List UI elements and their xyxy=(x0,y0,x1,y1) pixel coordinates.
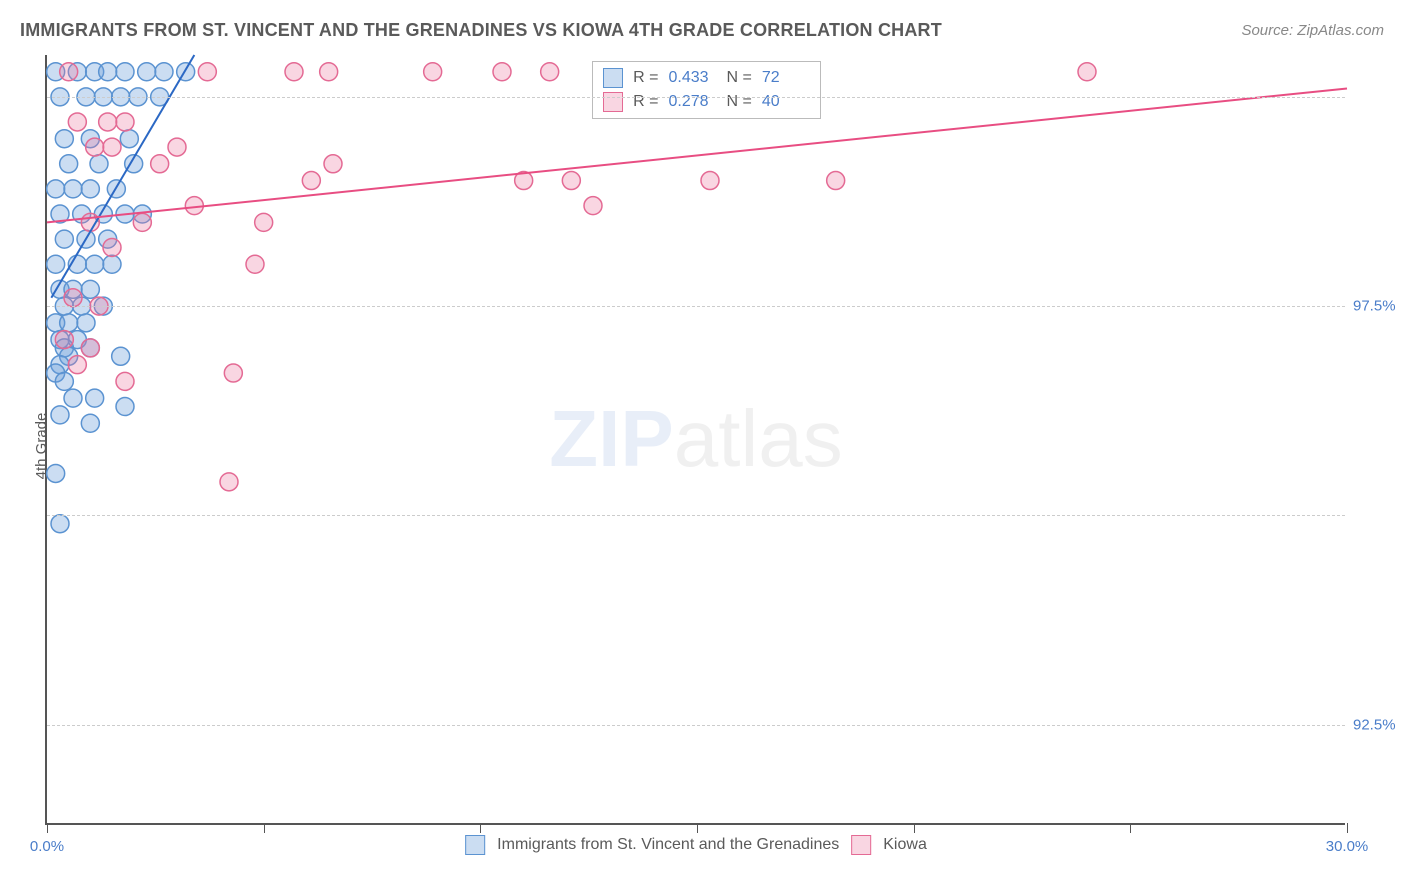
data-point xyxy=(86,389,104,407)
data-point xyxy=(51,515,69,533)
data-point xyxy=(64,180,82,198)
data-point xyxy=(584,197,602,215)
y-tick-label: 97.5% xyxy=(1353,298,1403,315)
data-point xyxy=(103,138,121,156)
legend-n-label: N = xyxy=(727,69,752,87)
y-tick-label: 92.5% xyxy=(1353,716,1403,733)
data-point xyxy=(68,113,86,131)
legend-series: Immigrants from St. Vincent and the Gren… xyxy=(465,835,927,855)
legend-r-value: 0.278 xyxy=(669,93,717,111)
data-point xyxy=(86,255,104,273)
data-point xyxy=(1078,63,1096,81)
data-point xyxy=(112,347,130,365)
legend-r-label: R = xyxy=(633,69,658,87)
data-point xyxy=(133,213,151,231)
data-point xyxy=(64,389,82,407)
gridline-h xyxy=(47,97,1345,98)
data-point xyxy=(198,63,216,81)
data-point xyxy=(55,130,73,148)
data-point xyxy=(99,113,117,131)
data-point xyxy=(77,314,95,332)
gridline-h xyxy=(47,306,1345,307)
x-tick xyxy=(914,823,915,833)
plot-area: ZIPatlas R =0.433N =72R =0.278N =40 Immi… xyxy=(45,55,1345,825)
legend-r-value: 0.433 xyxy=(669,69,717,87)
data-point xyxy=(562,172,580,190)
legend-stats-row: R = 0.433 N = 72 xyxy=(603,68,810,88)
legend-swatch xyxy=(603,92,623,112)
data-point xyxy=(68,356,86,374)
data-point xyxy=(116,398,134,416)
data-point xyxy=(103,239,121,257)
legend-n-value: 40 xyxy=(762,93,810,111)
data-point xyxy=(99,63,117,81)
data-point xyxy=(81,339,99,357)
legend-stats: R = 0.433 N = 72 R = 0.278 N = 40 xyxy=(592,61,821,119)
chart-title: IMMIGRANTS FROM ST. VINCENT AND THE GREN… xyxy=(20,20,942,41)
data-point xyxy=(168,138,186,156)
data-point xyxy=(827,172,845,190)
legend-stats-row: R = 0.278 N = 40 xyxy=(603,92,810,112)
x-tick xyxy=(480,823,481,833)
data-point xyxy=(81,414,99,432)
data-point xyxy=(64,289,82,307)
legend-n-value: 72 xyxy=(762,69,810,87)
data-point xyxy=(47,180,65,198)
data-point xyxy=(60,314,78,332)
data-point xyxy=(51,406,69,424)
data-point xyxy=(116,63,134,81)
data-point xyxy=(151,155,169,173)
data-point xyxy=(285,63,303,81)
data-point xyxy=(493,63,511,81)
data-point xyxy=(81,180,99,198)
data-point xyxy=(320,63,338,81)
gridline-h xyxy=(47,725,1345,726)
x-tick-label: 0.0% xyxy=(30,838,64,855)
data-point xyxy=(701,172,719,190)
legend-swatch xyxy=(851,835,871,855)
plot-svg xyxy=(47,55,1345,823)
gridline-h xyxy=(47,515,1345,516)
data-point xyxy=(255,213,273,231)
data-point xyxy=(246,255,264,273)
legend-r-label: R = xyxy=(633,93,658,111)
data-point xyxy=(116,113,134,131)
data-point xyxy=(120,130,138,148)
x-tick xyxy=(1130,823,1131,833)
data-point xyxy=(224,364,242,382)
legend-series-label: Immigrants from St. Vincent and the Gren… xyxy=(497,836,839,854)
data-point xyxy=(541,63,559,81)
data-point xyxy=(220,473,238,491)
data-point xyxy=(60,155,78,173)
data-point xyxy=(424,63,442,81)
data-point xyxy=(177,63,195,81)
data-point xyxy=(60,63,78,81)
source-label: Source: ZipAtlas.com xyxy=(1241,22,1384,39)
data-point xyxy=(155,63,173,81)
x-tick xyxy=(697,823,698,833)
data-point xyxy=(86,138,104,156)
data-point xyxy=(47,464,65,482)
data-point xyxy=(90,155,108,173)
x-tick xyxy=(264,823,265,833)
legend-n-label: N = xyxy=(727,93,752,111)
data-point xyxy=(324,155,342,173)
legend-swatch xyxy=(465,835,485,855)
data-point xyxy=(116,372,134,390)
data-point xyxy=(55,331,73,349)
legend-series-label: Kiowa xyxy=(883,836,927,854)
x-tick xyxy=(47,823,48,833)
data-point xyxy=(103,255,121,273)
chart-container: IMMIGRANTS FROM ST. VINCENT AND THE GREN… xyxy=(0,0,1406,892)
data-point xyxy=(138,63,156,81)
data-point xyxy=(55,372,73,390)
data-point xyxy=(55,230,73,248)
x-tick-label: 30.0% xyxy=(1326,838,1369,855)
data-point xyxy=(81,280,99,298)
x-tick xyxy=(1347,823,1348,833)
legend-swatch xyxy=(603,68,623,88)
data-point xyxy=(47,255,65,273)
data-point xyxy=(302,172,320,190)
